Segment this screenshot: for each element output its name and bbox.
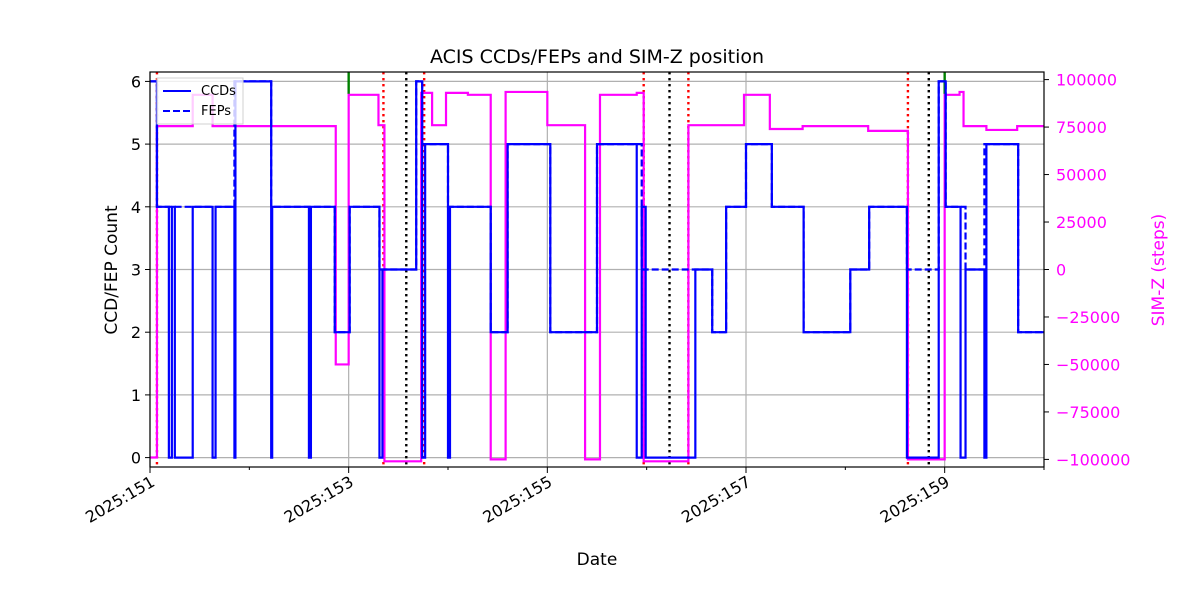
series-line-sim-z (150, 90, 1044, 463)
series-layer (150, 80, 1044, 463)
y-axis-label: CCD/FEP Count (102, 205, 122, 335)
y-tick-label: 4 (131, 198, 141, 217)
y2-tick-label: 100000 (1056, 71, 1117, 90)
legend-feps-label: FEPs (201, 104, 231, 119)
y2-tick-label: −50000 (1056, 355, 1120, 374)
y2-tick-label: 0 (1056, 261, 1066, 280)
y2-axis-label: SIM-Z (steps) (1149, 214, 1169, 327)
y-tick-label: 1 (131, 386, 141, 405)
y-tick-label: 3 (131, 261, 141, 280)
chart-title: ACIS CCDs/FEPs and SIM-Z position (430, 46, 764, 68)
y-tick-label: 2 (131, 323, 141, 342)
y2-tick-label: −100000 (1056, 450, 1130, 469)
y2-tick-label: 50000 (1056, 166, 1107, 185)
x-axis-label: Date (577, 550, 618, 570)
y2-tick-label: 25000 (1056, 213, 1107, 232)
y-tick-label: 6 (131, 72, 141, 91)
y-tick-label: 0 (131, 449, 141, 468)
legend: CCDs FEPs (156, 77, 244, 125)
legend-box (156, 77, 244, 125)
legend-ccds-label: CCDs (201, 84, 236, 99)
y2-tick-label: 75000 (1056, 118, 1107, 137)
y2-tick-label: −25000 (1056, 308, 1120, 327)
y-tick-label: 5 (131, 135, 141, 154)
series-line-ccds (150, 80, 1044, 459)
y2-tick-label: −75000 (1056, 403, 1120, 422)
